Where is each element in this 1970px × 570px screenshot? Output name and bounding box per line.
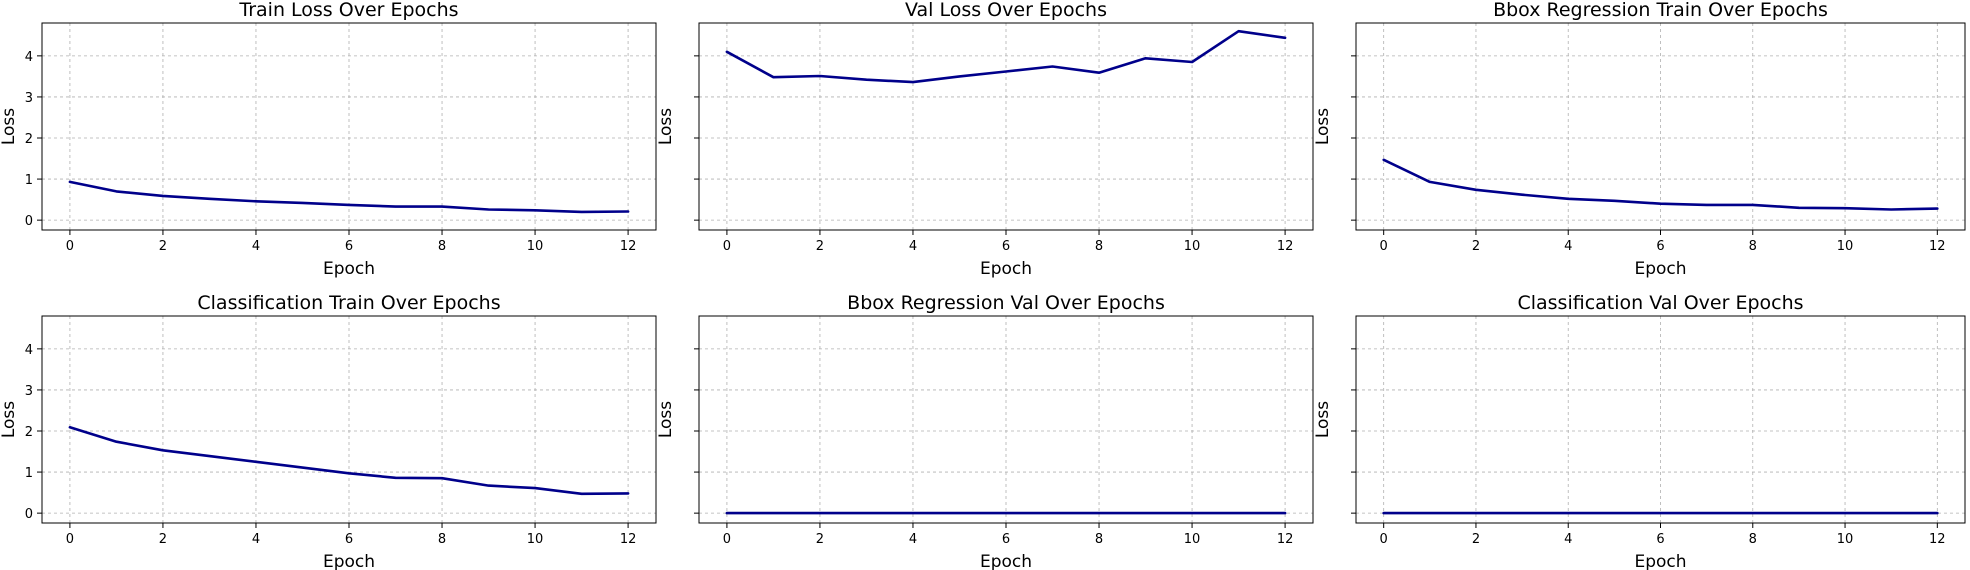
y-tick-label: 4 — [25, 343, 33, 358]
x-tick-label: 8 — [1095, 239, 1103, 254]
subplot-title: Classification Val Over Epochs — [1517, 292, 1803, 314]
x-axis-label: Epoch — [1634, 259, 1686, 279]
y-axis-label: Loss — [656, 401, 676, 438]
x-tick-label: 2 — [1472, 532, 1480, 547]
subplot-title: Classification Train Over Epochs — [197, 292, 500, 314]
x-tick-label: 12 — [620, 239, 637, 254]
x-axis-label: Epoch — [980, 259, 1032, 279]
subplot-5: 0 2 4 6 8 10 12 Classification Val Over Epochs E… — [1313, 292, 1966, 570]
y-tick-label: 4 — [25, 50, 33, 65]
x-tick-label: 0 — [66, 532, 74, 547]
y-tick-label: 3 — [25, 384, 33, 399]
x-tick-label: 4 — [252, 239, 260, 254]
x-tick-label: 12 — [1929, 532, 1946, 547]
x-tick-label: 2 — [816, 532, 824, 547]
x-axis-label: Epoch — [1634, 552, 1686, 570]
x-axis-label: Epoch — [980, 552, 1032, 570]
y-tick-label: 1 — [25, 173, 33, 188]
y-tick-label: 1 — [25, 466, 33, 481]
x-tick-label: 8 — [438, 532, 446, 547]
x-tick-label: 4 — [909, 239, 917, 254]
x-tick-label: 4 — [1564, 532, 1572, 547]
x-tick-label: 8 — [438, 239, 446, 254]
x-tick-label: 8 — [1749, 532, 1757, 547]
y-axis-label: Loss — [656, 108, 676, 145]
x-tick-label: 12 — [1277, 532, 1294, 547]
x-tick-label: 10 — [527, 532, 544, 547]
x-axis-label: Epoch — [323, 259, 375, 279]
x-tick-label: 10 — [1184, 239, 1201, 254]
y-axis-label: Loss — [0, 401, 19, 438]
x-axis-label: Epoch — [323, 552, 375, 570]
x-tick-label: 6 — [1002, 239, 1010, 254]
series-line — [1382, 158, 1939, 211]
x-tick-label: 12 — [1277, 239, 1294, 254]
x-tick-label: 12 — [1929, 239, 1946, 254]
x-tick-label: 0 — [723, 239, 731, 254]
y-tick-label: 2 — [25, 425, 33, 440]
y-tick-label: 2 — [25, 132, 33, 147]
x-tick-label: 2 — [159, 532, 167, 547]
x-tick-label: 10 — [1837, 532, 1854, 547]
subplot-title: Train Loss Over Epochs — [238, 0, 458, 21]
x-tick-label: 6 — [1656, 239, 1664, 254]
x-tick-label: 0 — [1380, 532, 1388, 547]
x-tick-label: 6 — [345, 239, 353, 254]
y-tick-label: 3 — [25, 91, 33, 106]
x-tick-label: 6 — [345, 532, 353, 547]
subplot-2: 0 2 4 6 8 10 12 Bbox Regression Train Over Epoc… — [1313, 0, 1966, 279]
x-tick-label: 12 — [620, 532, 637, 547]
x-tick-label: 2 — [1472, 239, 1480, 254]
y-tick-label: 0 — [25, 214, 33, 229]
subplot-title: Val Loss Over Epochs — [905, 0, 1107, 21]
x-tick-label: 8 — [1749, 239, 1757, 254]
y-axis-label: Loss — [1313, 108, 1333, 145]
subplot-title: Bbox Regression Train Over Epochs — [1493, 0, 1828, 21]
series-line — [725, 29, 1287, 84]
x-tick-label: 8 — [1095, 532, 1103, 547]
x-tick-label: 0 — [66, 239, 74, 254]
subplot-4: 0 2 4 6 8 10 12 Bbox Regression Val Over Epochs… — [656, 292, 1314, 570]
subplot-title: Bbox Regression Val Over Epochs — [847, 292, 1165, 314]
x-tick-label: 10 — [527, 239, 544, 254]
x-tick-label: 10 — [1184, 532, 1201, 547]
x-tick-label: 4 — [252, 532, 260, 547]
x-tick-label: 2 — [816, 239, 824, 254]
series-line — [68, 180, 630, 214]
x-tick-label: 4 — [1564, 239, 1572, 254]
y-axis-label: Loss — [1313, 401, 1333, 438]
x-tick-label: 6 — [1002, 532, 1010, 547]
x-tick-label: 10 — [1837, 239, 1854, 254]
y-tick-label: 0 — [25, 507, 33, 522]
y-axis-label: Loss — [0, 108, 19, 145]
x-tick-label: 2 — [159, 239, 167, 254]
x-tick-label: 4 — [909, 532, 917, 547]
x-tick-label: 0 — [1380, 239, 1388, 254]
x-tick-label: 6 — [1656, 532, 1664, 547]
subplot-1: 0 2 4 6 8 10 12 Val Loss Over Epochs Epoch Loss — [656, 0, 1314, 279]
x-tick-label: 0 — [723, 532, 731, 547]
series-line — [68, 425, 630, 496]
